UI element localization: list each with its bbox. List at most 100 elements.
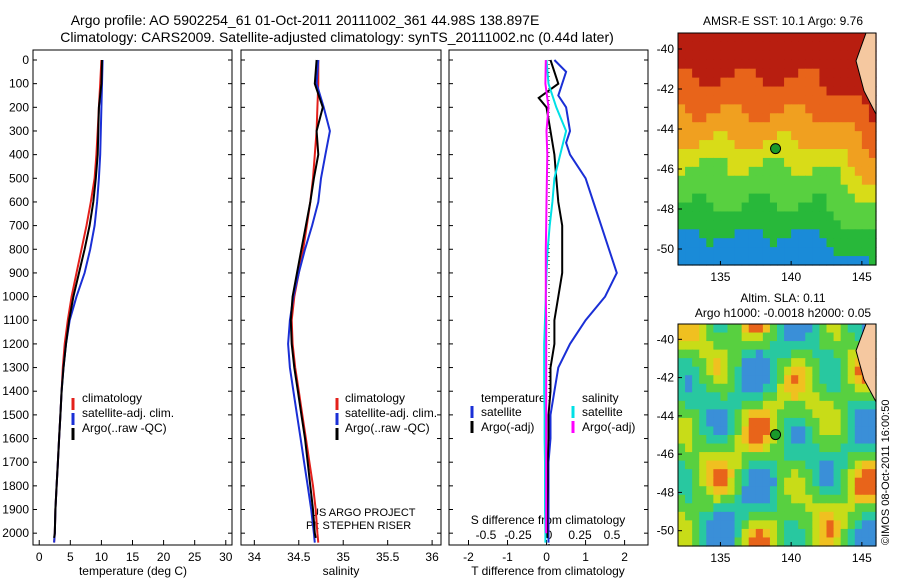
map-cell [769, 50, 778, 61]
map-cell [685, 383, 693, 393]
map-cell [692, 400, 700, 410]
map-cell [798, 383, 806, 393]
map-cell [755, 77, 764, 88]
map-cell [748, 375, 757, 385]
map-cell [791, 211, 799, 221]
map-cell [685, 202, 693, 213]
map-cell [798, 332, 806, 342]
map-cell [699, 77, 707, 88]
map-cell [741, 95, 750, 105]
map-cell [741, 50, 750, 61]
map-cell [762, 140, 771, 150]
map-cell [826, 175, 835, 186]
map-cell [741, 33, 750, 43]
map-cell [713, 238, 722, 248]
map-cell [777, 494, 785, 504]
map-y-tick-label: -40 [657, 42, 675, 56]
map-cell [840, 193, 849, 204]
map-cell [847, 59, 856, 70]
map-cell [798, 349, 806, 359]
map-cell [685, 366, 693, 376]
map-cell [784, 426, 792, 436]
map-cell [840, 358, 849, 368]
map-cell [819, 202, 828, 213]
map-cell [692, 77, 700, 88]
map-cell [826, 469, 835, 479]
map-cell [777, 435, 785, 445]
map-cell [685, 375, 693, 385]
map-cell [812, 452, 821, 462]
map-cell [784, 238, 792, 248]
map-cell [769, 469, 778, 479]
map-cell [833, 443, 842, 453]
map-cell [713, 341, 722, 351]
map-cell [720, 417, 729, 428]
map-cell [847, 520, 856, 530]
map-cell [713, 113, 722, 123]
map-cell [826, 400, 835, 410]
map-cell [741, 113, 750, 123]
map-cell [755, 113, 764, 123]
map-cell [833, 435, 842, 445]
map-cell [734, 113, 743, 123]
map-cell [812, 503, 821, 513]
map-cell [762, 426, 771, 436]
map-cell [805, 341, 813, 351]
map-cell [854, 202, 863, 213]
map-cell [826, 520, 835, 530]
legend-label-s-satellite: satellite [582, 405, 623, 419]
map-cell [847, 503, 856, 513]
map-cell [706, 95, 714, 105]
map-cell [868, 511, 877, 521]
x-tick-label: 10 [95, 550, 109, 564]
map-cell [762, 511, 771, 521]
map-cell [706, 477, 714, 487]
map-cell [720, 166, 729, 177]
map-cell [678, 247, 686, 257]
map-cell [812, 426, 821, 436]
y-tick-label: 600 [9, 195, 29, 209]
map-cell [678, 184, 686, 195]
map-cell [741, 460, 750, 470]
map-cell [769, 460, 778, 470]
map-cell [734, 349, 743, 359]
map-cell [868, 104, 877, 114]
map-cell [819, 349, 828, 359]
map-cell [798, 366, 806, 376]
map-cell [805, 349, 813, 359]
map-cell [727, 375, 736, 385]
map-cell [678, 520, 686, 530]
map-cell [720, 503, 729, 513]
map-cell [840, 229, 849, 239]
map-cell [713, 443, 722, 453]
map-cell [699, 349, 707, 359]
map-cell [819, 149, 828, 159]
map-cell [819, 383, 828, 393]
map-cell [854, 511, 863, 521]
map-y-tick-label: -46 [657, 162, 675, 176]
map-cell [720, 229, 729, 239]
map-cell [755, 460, 764, 470]
map-cell [727, 256, 736, 266]
map-cell [734, 383, 743, 393]
map-cell [748, 358, 757, 368]
map-cell [812, 469, 821, 479]
x-tick-label: 34 [248, 550, 262, 564]
map-cell [741, 375, 750, 385]
map-cell [741, 68, 750, 79]
map-cell [868, 486, 877, 496]
map-x-tick-label: 135 [710, 270, 730, 284]
map-cell [798, 469, 806, 479]
map-cell [798, 211, 806, 221]
map-cell [762, 537, 771, 547]
map-cell [805, 332, 813, 342]
map-cell [777, 332, 785, 342]
map-cell [812, 392, 821, 402]
map-cell [699, 113, 707, 123]
map-cell [840, 494, 849, 504]
map-cell [727, 341, 736, 351]
map-cell [748, 41, 757, 52]
map-cell [762, 104, 771, 114]
map-cell [854, 220, 863, 230]
map-cell [769, 238, 778, 248]
